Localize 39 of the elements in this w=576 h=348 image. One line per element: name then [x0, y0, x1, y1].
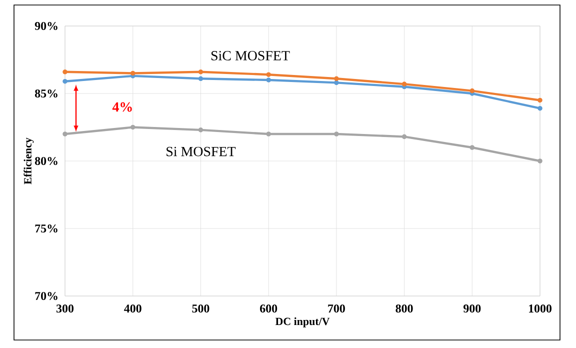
- point: [198, 70, 204, 74]
- point: [62, 132, 68, 136]
- point: [334, 80, 339, 86]
- point: [402, 82, 407, 86]
- x-axis-title: DC input/V: [275, 317, 330, 328]
- x-tick-label: 1000: [529, 304, 552, 313]
- x-tick-label: 300: [56, 304, 74, 313]
- point: [198, 76, 204, 82]
- y-tick-label: 75%: [35, 224, 58, 233]
- point: [538, 158, 542, 164]
- point: [130, 70, 136, 76]
- point: [130, 124, 136, 130]
- x-tick-label: 400: [124, 304, 142, 313]
- x-tick-label: 600: [260, 304, 278, 313]
- point: [62, 78, 68, 84]
- point: [470, 145, 475, 150]
- point: [470, 88, 475, 94]
- y-axis-title: Efficiency: [24, 138, 34, 184]
- point: [538, 98, 542, 103]
- x-tick-label: 800: [396, 304, 413, 313]
- annotation: SiC MOSFET: [211, 51, 290, 60]
- y-tick-label: 70%: [35, 292, 58, 300]
- point: [402, 134, 407, 140]
- point: [266, 78, 271, 82]
- point: [266, 72, 271, 77]
- point: [198, 128, 204, 132]
- y-tick-label: 85%: [34, 89, 58, 98]
- y-tick-label: 80%: [34, 156, 58, 166]
- x-tick-label: 700: [328, 304, 345, 313]
- annotation: 4%: [112, 102, 132, 112]
- x-tick-label: 900: [464, 304, 481, 313]
- x-tick-label: 500: [192, 304, 210, 313]
- point: [538, 106, 542, 111]
- annotation: Si MOSFET: [166, 146, 236, 156]
- point: [266, 132, 271, 136]
- point: [334, 76, 339, 82]
- point: [334, 132, 339, 136]
- point: [62, 70, 68, 74]
- y-tick-label: 90%: [34, 22, 58, 30]
